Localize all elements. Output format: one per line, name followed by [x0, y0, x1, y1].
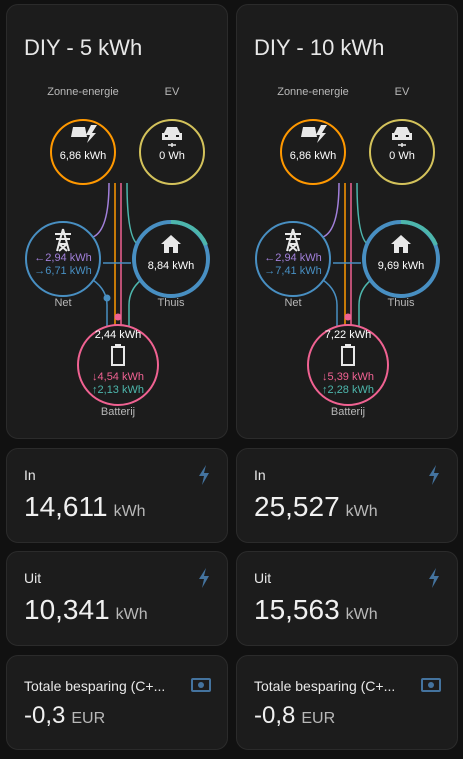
ev-label: EV — [164, 86, 180, 98]
solar-value: 6,86 kWh — [289, 150, 337, 162]
grid-export: →7,41 kWh — [264, 265, 322, 277]
solar-label: Zonne-energie — [47, 86, 119, 98]
grid-export: →6,71 kWh — [34, 265, 92, 277]
battery-out: ↑2,13 kWh — [92, 384, 144, 396]
lightning-bolt-icon — [199, 465, 209, 485]
solar-node — [280, 119, 346, 185]
home-label: Thuis — [157, 297, 185, 309]
car-icon — [392, 127, 412, 147]
stat-card-in-1[interactable]: In 14,611 kWh — [6, 448, 228, 543]
grid-battery-line — [322, 279, 338, 335]
solar-grid-line — [322, 182, 340, 238]
solar-panel-icon — [71, 125, 97, 143]
flow-diagram — [255, 119, 440, 406]
lightning-bolt-icon — [429, 568, 439, 588]
home-icon — [391, 235, 411, 253]
transmission-tower-icon — [55, 228, 71, 252]
stat-card-out-2[interactable]: Uit 15,563 kWh — [236, 551, 458, 646]
home-accent-arc — [400, 219, 438, 246]
stat-value: 25,527 kWh — [254, 491, 378, 522]
grid-import: ←2,94 kWh — [34, 252, 92, 264]
battery-label: Batterij — [330, 406, 366, 418]
stat-title: In — [254, 467, 266, 483]
stat-value: 15,563 kWh — [254, 594, 378, 625]
battery-soc: 2,44 kWh — [94, 329, 142, 341]
transmission-tower-icon — [285, 228, 301, 252]
battery-icon — [111, 344, 125, 366]
cash-icon — [421, 678, 441, 692]
battery-dot — [344, 313, 352, 321]
ev-node — [369, 119, 435, 185]
flow-title: DIY - 10 kWh — [254, 35, 385, 60]
car-icon — [162, 127, 182, 147]
home-value: 8,84 kWh — [147, 260, 195, 272]
lightning-bolt-icon — [429, 465, 439, 485]
grid-import: ←2,94 kWh — [264, 252, 322, 264]
battery-dot — [114, 313, 122, 321]
cash-icon — [191, 678, 211, 692]
lightning-bolt-icon — [199, 568, 209, 588]
solar-home-line — [356, 182, 370, 246]
solar-home-line — [126, 182, 140, 246]
battery-out: ↑2,28 kWh — [322, 384, 374, 396]
solar-label: Zonne-energie — [277, 86, 349, 98]
home-battery-line — [128, 279, 142, 335]
ev-node — [139, 119, 205, 185]
home-value: 9,69 kWh — [377, 260, 425, 272]
stat-card-in-2[interactable]: In 25,527 kWh — [236, 448, 458, 543]
solar-panel-icon — [301, 125, 327, 143]
stat-card-out-1[interactable]: Uit 10,341 kWh — [6, 551, 228, 646]
stat-title: Uit — [254, 570, 272, 586]
stat-title: Uit — [24, 570, 42, 586]
grid-label: Net — [284, 297, 302, 309]
home-icon — [161, 235, 181, 253]
home-accent-arc — [170, 219, 208, 246]
stat-title: Totale besparing (C+... — [254, 678, 396, 694]
home-battery-line — [358, 279, 372, 335]
flow-title: DIY - 5 kWh — [24, 35, 143, 60]
energy-flow-card-1: DIY - 5 kWh — [6, 4, 228, 439]
stat-card-savings-2[interactable]: Totale besparing (C+... -0,8 EUR — [236, 655, 458, 750]
energy-flow-card-2: DIY - 10 kWh — [236, 4, 458, 439]
stat-value: 14,611 kWh — [24, 491, 146, 522]
battery-in: ↓5,39 kWh — [322, 371, 374, 383]
home-label: Thuis — [387, 297, 415, 309]
stat-value: -0,3 EUR — [24, 702, 106, 729]
flow-diagram — [25, 119, 210, 406]
ev-value: 0 Wh — [159, 150, 185, 162]
stat-card-savings-1[interactable]: Totale besparing (C+... -0,3 EUR — [6, 655, 228, 750]
grid-node — [255, 221, 331, 297]
stat-title: In — [24, 467, 36, 483]
stat-value: 10,341 kWh — [24, 594, 148, 625]
solar-node — [50, 119, 116, 185]
battery-soc: 7,22 kWh — [324, 329, 372, 341]
grid-battery-dot — [103, 294, 111, 302]
battery-icon — [341, 344, 355, 366]
stat-title: Totale besparing (C+... — [24, 678, 166, 694]
ev-value: 0 Wh — [389, 150, 415, 162]
solar-grid-line — [92, 182, 110, 238]
solar-value: 6,86 kWh — [59, 150, 107, 162]
ev-label: EV — [394, 86, 410, 98]
grid-battery-line — [92, 279, 108, 335]
battery-in: ↓4,54 kWh — [92, 371, 144, 383]
grid-node — [25, 221, 101, 297]
stat-value: -0,8 EUR — [254, 702, 336, 729]
battery-label: Batterij — [100, 406, 136, 418]
grid-label: Net — [54, 297, 72, 309]
